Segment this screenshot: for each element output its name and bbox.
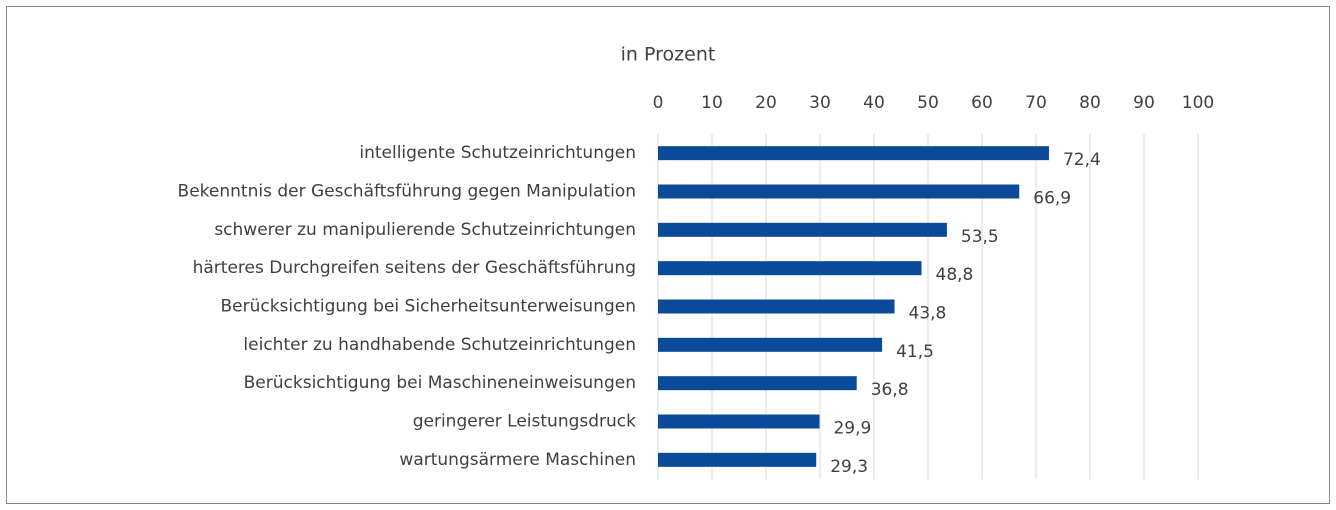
y-tick-label: wartungsärmere Maschinen <box>399 450 636 470</box>
bar <box>658 146 1049 161</box>
bar <box>658 184 1020 199</box>
bar <box>658 299 895 314</box>
x-tick-label: 90 <box>1133 93 1155 113</box>
bar <box>658 337 883 352</box>
value-label: 53,5 <box>961 227 999 247</box>
x-tick-label: 40 <box>863 93 885 113</box>
y-tick-label: schwerer zu manipulierende Schutzeinrich… <box>214 220 636 240</box>
bar <box>658 376 857 391</box>
x-tick-label: 20 <box>755 93 777 113</box>
y-tick-label: Bekenntnis der Geschäftsführung gegen Ma… <box>178 182 636 202</box>
x-tick-label: 30 <box>809 93 831 113</box>
x-tick-label: 0 <box>653 93 664 113</box>
bar <box>658 452 817 467</box>
bar <box>658 222 947 237</box>
x-tick-label: 70 <box>1025 93 1047 113</box>
value-label: 36,8 <box>871 380 909 400</box>
value-label: 72,4 <box>1063 150 1101 170</box>
y-tick-label: härteres Durchgreifen seitens der Geschä… <box>193 258 636 278</box>
value-label: 29,3 <box>830 457 868 477</box>
value-label: 29,9 <box>833 419 871 439</box>
value-label: 43,8 <box>909 304 947 324</box>
value-label: 41,5 <box>896 342 934 362</box>
chart-border <box>6 6 1330 504</box>
x-tick-label: 10 <box>701 93 723 113</box>
y-tick-label: geringerer Leistungsdruck <box>413 412 636 432</box>
x-tick-label: 100 <box>1182 93 1214 113</box>
y-tick-label: Berücksichtigung bei Sicherheitsunterwei… <box>220 297 636 317</box>
y-tick-label: leichter zu handhabende Schutzeinrichtun… <box>243 335 636 355</box>
y-tick-label: Berücksichtigung bei Maschineneinweisung… <box>244 373 636 393</box>
x-tick-label: 60 <box>971 93 993 113</box>
bar <box>658 261 922 276</box>
value-label: 66,9 <box>1033 189 1071 209</box>
axis-title: in Prozent <box>621 44 716 66</box>
x-tick-label: 50 <box>917 93 939 113</box>
bar <box>658 414 820 429</box>
x-tick-label: 80 <box>1079 93 1101 113</box>
y-tick-label: intelligente Schutzeinrichtungen <box>359 143 636 163</box>
value-label: 48,8 <box>936 265 974 285</box>
